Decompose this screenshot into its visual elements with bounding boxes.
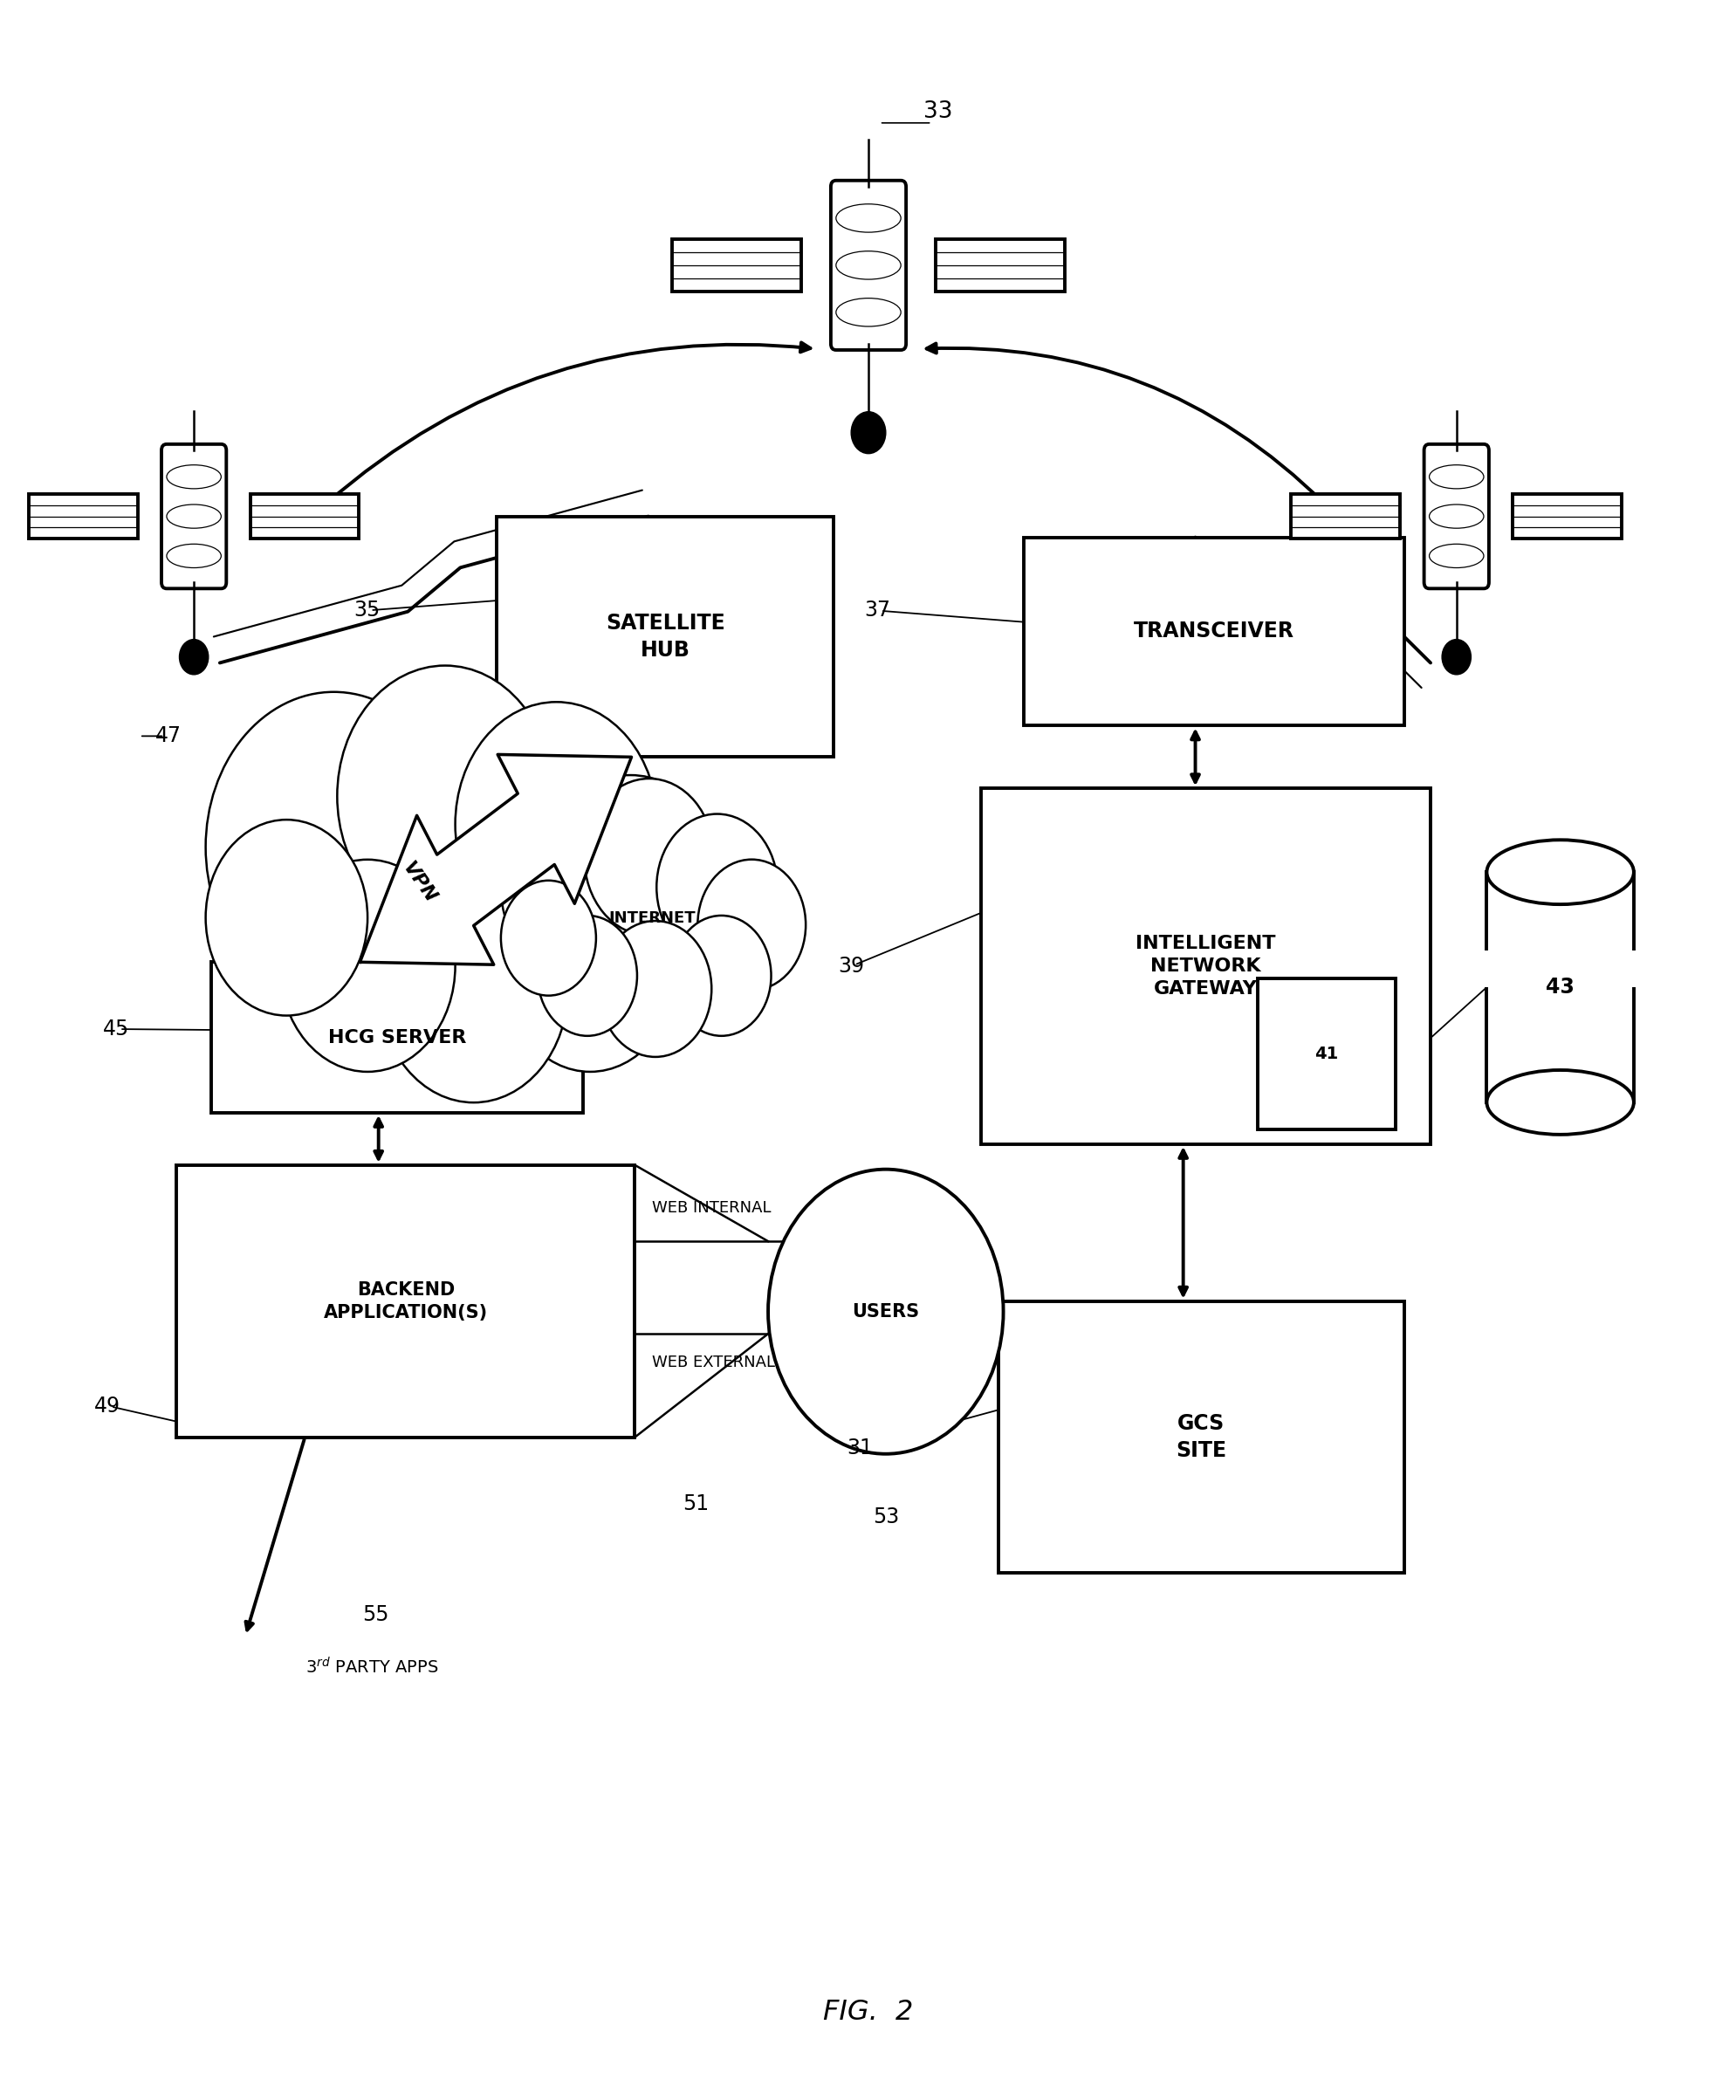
FancyBboxPatch shape — [177, 1166, 635, 1436]
FancyBboxPatch shape — [250, 494, 359, 538]
Text: INTELLIGENT
NETWORK
GATEWAY: INTELLIGENT NETWORK GATEWAY — [1135, 935, 1276, 998]
Ellipse shape — [1486, 840, 1634, 905]
Circle shape — [672, 916, 771, 1035]
FancyBboxPatch shape — [496, 517, 833, 756]
Text: 37: 37 — [863, 601, 891, 622]
Circle shape — [279, 859, 455, 1071]
Text: 55: 55 — [363, 1604, 389, 1625]
Circle shape — [536, 775, 724, 1004]
FancyBboxPatch shape — [1512, 494, 1621, 538]
Text: 3$^{rd}$ PARTY APPS: 3$^{rd}$ PARTY APPS — [306, 1657, 439, 1678]
FancyBboxPatch shape — [1290, 494, 1399, 538]
FancyBboxPatch shape — [212, 962, 583, 1113]
Text: 33: 33 — [922, 101, 951, 124]
FancyBboxPatch shape — [1024, 538, 1404, 727]
Circle shape — [500, 880, 595, 995]
FancyBboxPatch shape — [161, 445, 226, 588]
Text: 35: 35 — [354, 601, 380, 622]
Circle shape — [205, 819, 368, 1016]
Text: 43: 43 — [1545, 976, 1575, 998]
Circle shape — [337, 666, 552, 926]
FancyBboxPatch shape — [830, 181, 906, 351]
FancyBboxPatch shape — [1257, 979, 1396, 1130]
Circle shape — [502, 859, 677, 1071]
Ellipse shape — [1486, 1071, 1634, 1134]
Circle shape — [851, 412, 885, 454]
Text: FIG.  2: FIG. 2 — [823, 1999, 913, 2026]
FancyBboxPatch shape — [981, 788, 1430, 1144]
Text: 45: 45 — [102, 1018, 128, 1039]
Circle shape — [538, 916, 637, 1035]
Circle shape — [205, 691, 462, 1002]
Circle shape — [500, 796, 653, 979]
Text: USERS: USERS — [852, 1302, 918, 1321]
FancyBboxPatch shape — [936, 239, 1064, 292]
Text: 53: 53 — [871, 1506, 899, 1527]
Text: 39: 39 — [838, 956, 865, 976]
Circle shape — [455, 701, 658, 947]
Text: 49: 49 — [94, 1394, 120, 1415]
Text: SATELLITE
HUB: SATELLITE HUB — [606, 613, 724, 662]
FancyBboxPatch shape — [1424, 445, 1488, 588]
Circle shape — [698, 859, 806, 991]
Circle shape — [378, 874, 568, 1103]
FancyBboxPatch shape — [28, 494, 137, 538]
Text: HCG SERVER: HCG SERVER — [328, 1029, 465, 1046]
FancyBboxPatch shape — [672, 239, 800, 292]
Circle shape — [599, 922, 712, 1056]
Circle shape — [1441, 638, 1470, 674]
FancyBboxPatch shape — [1483, 951, 1637, 987]
Circle shape — [767, 1170, 1003, 1453]
Text: 51: 51 — [682, 1493, 708, 1514]
Text: WEB INTERNAL: WEB INTERNAL — [653, 1201, 771, 1216]
Circle shape — [583, 779, 713, 935]
Text: GCS
SITE: GCS SITE — [1175, 1413, 1226, 1462]
Text: VPN: VPN — [398, 859, 439, 907]
Polygon shape — [359, 754, 632, 964]
Circle shape — [656, 815, 778, 960]
Text: 41: 41 — [1314, 1046, 1338, 1063]
Text: 47: 47 — [155, 727, 181, 748]
Text: 31: 31 — [847, 1436, 873, 1457]
FancyBboxPatch shape — [1486, 872, 1634, 1103]
Text: BACKEND
APPLICATION(S): BACKEND APPLICATION(S) — [323, 1281, 488, 1321]
Text: WEB EXTERNAL: WEB EXTERNAL — [653, 1355, 774, 1371]
Circle shape — [179, 638, 208, 674]
Text: INTERNET: INTERNET — [608, 909, 696, 926]
FancyBboxPatch shape — [998, 1302, 1404, 1573]
Text: TRANSCEIVER: TRANSCEIVER — [1134, 622, 1293, 643]
